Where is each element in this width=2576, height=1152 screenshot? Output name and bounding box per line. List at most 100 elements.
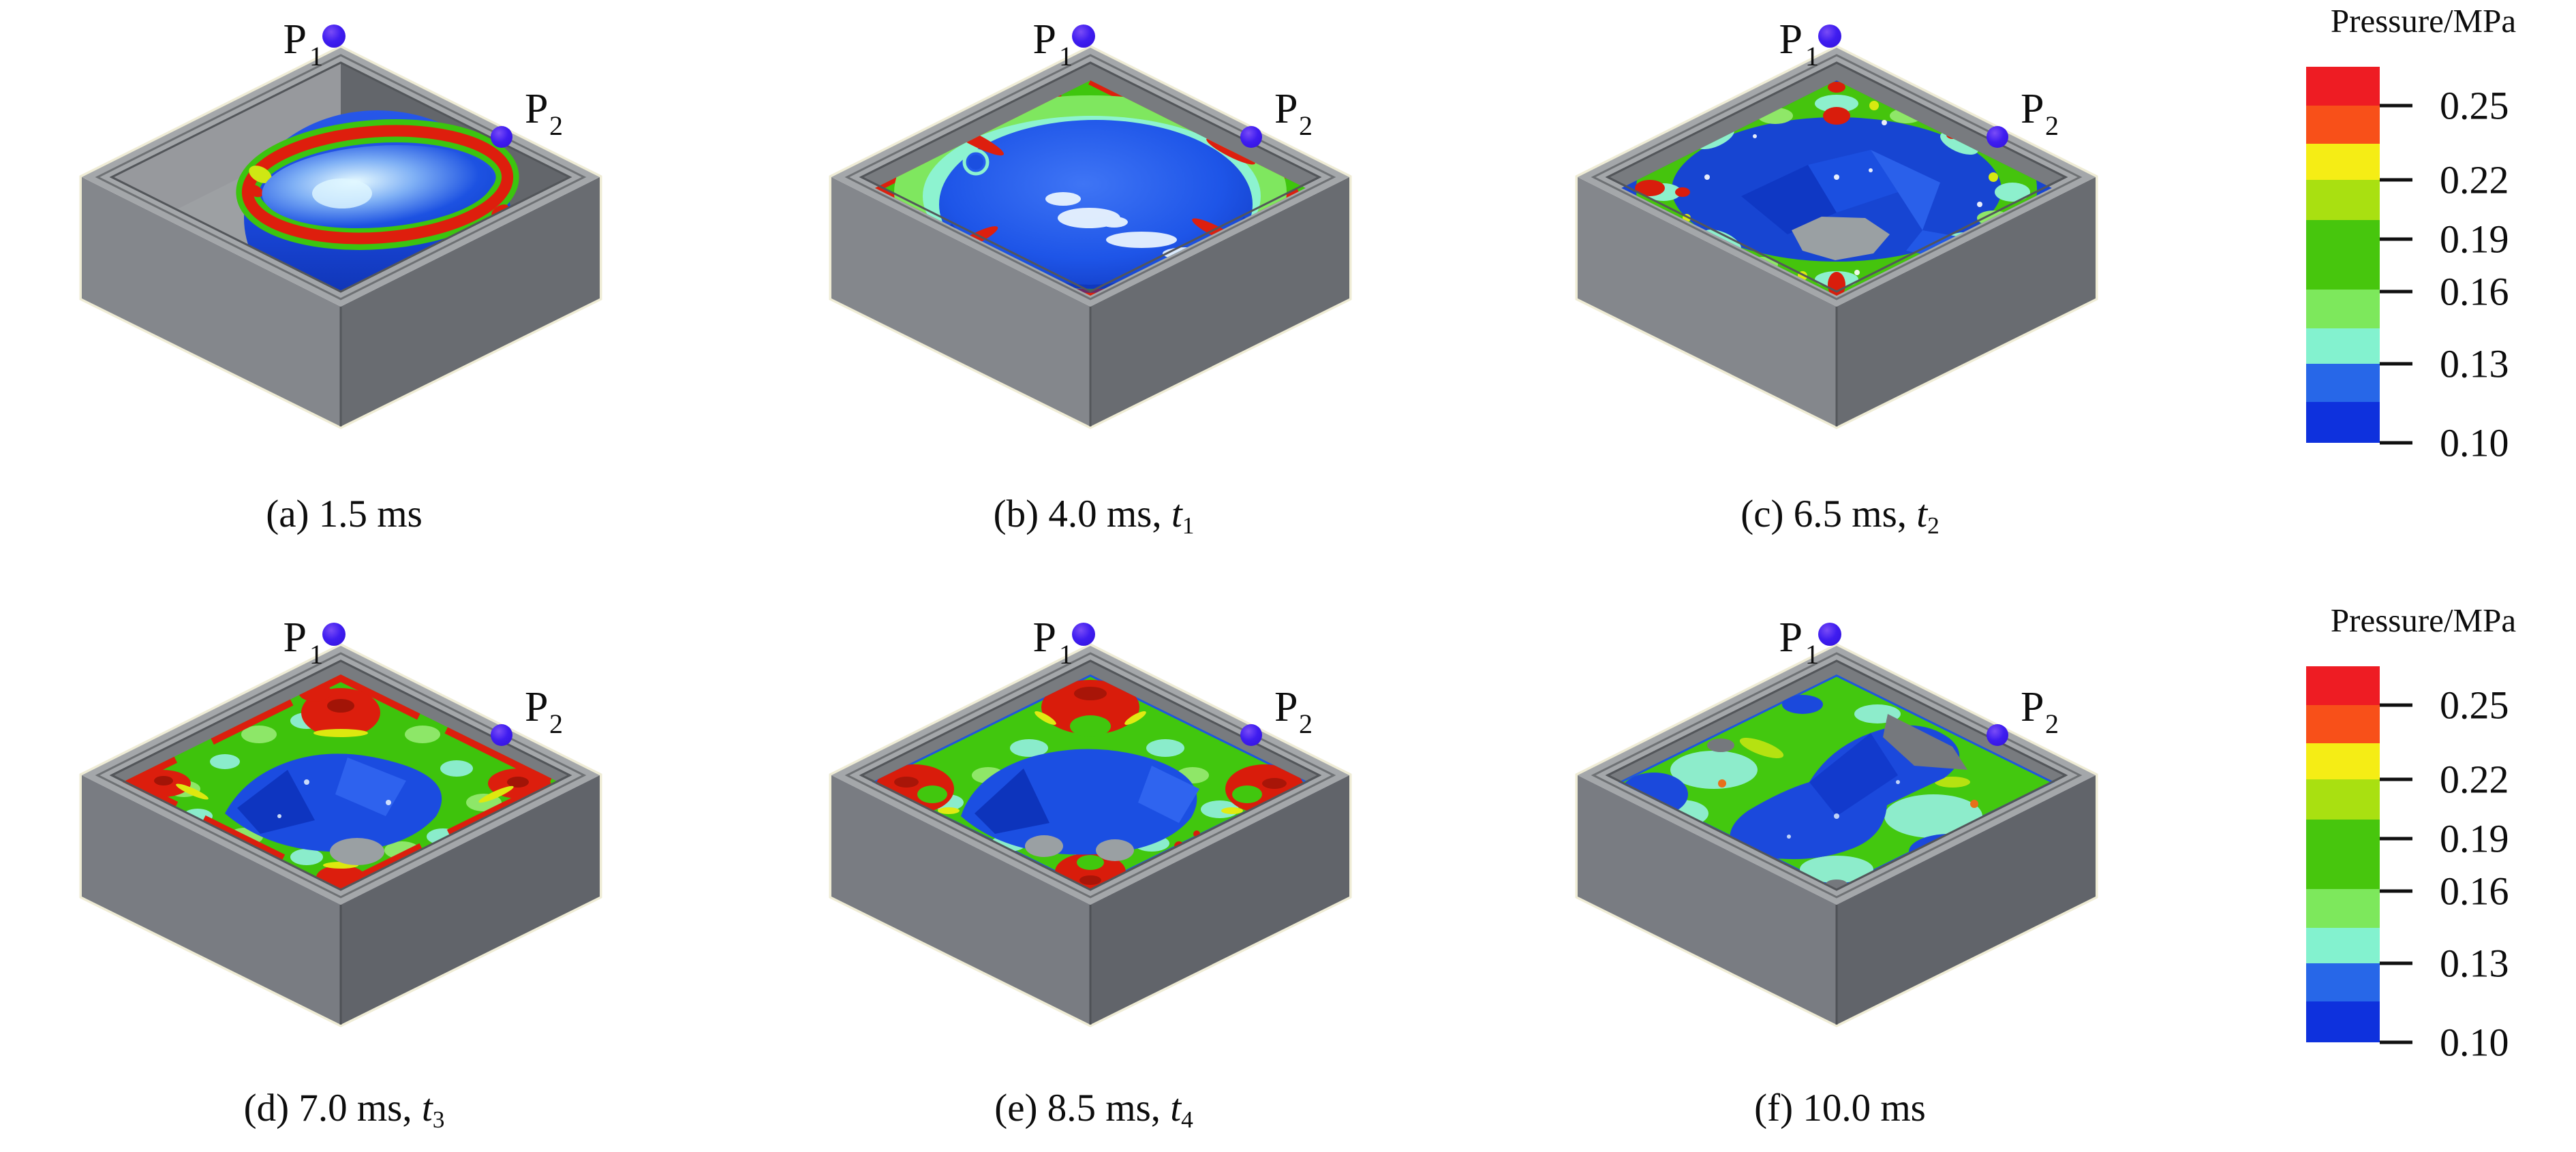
panel-f-visual: P 1 P 2 [1516, 614, 2164, 1089]
colorbar-tick-line [2380, 1040, 2412, 1044]
svg-text:P: P [525, 86, 548, 132]
panel-d: P 1 P 2 [20, 612, 668, 1089]
caption-d: (d) 7.0 ms, t3 [243, 1087, 445, 1133]
p2-label: P 2 [2021, 684, 2059, 739]
colorbar-tick-line [2380, 837, 2412, 841]
svg-text:2: 2 [549, 709, 563, 739]
svg-text:P: P [1274, 86, 1298, 132]
colorbar-tick-label: 0.22 [2440, 157, 2509, 202]
panel-a: P 1 P 2 [20, 14, 668, 491]
colorbar-tick: 0.10 [2380, 1020, 2509, 1065]
colorbar-block [2306, 220, 2380, 290]
svg-text:P: P [2021, 86, 2044, 132]
colorbar-block [2306, 180, 2380, 221]
colorbar-tick-label: 0.10 [2440, 1020, 2509, 1065]
colorbar-tick-line [2380, 178, 2412, 182]
colorbar-tick-label: 0.16 [2440, 269, 2509, 314]
p1-label: P 1 [283, 16, 323, 72]
svg-text:P: P [1033, 16, 1056, 63]
colorbar-tick-label: 0.19 [2440, 217, 2509, 262]
colorbar-tick: 0.22 [2380, 757, 2509, 803]
colorbar-tick-label: 0.13 [2440, 341, 2509, 386]
colorbar-tick-label: 0.13 [2440, 941, 2509, 986]
colorbar-block [2306, 67, 2380, 106]
colorbar-block [2306, 704, 2380, 744]
colorbar-tick-label: 0.10 [2440, 420, 2509, 465]
legend-top: Pressure/MPa 0.25 0.22 0.19 0.16 0.13 0.10 [2271, 0, 2576, 552]
p1-label: P 1 [1033, 16, 1073, 72]
panel-f: P 1 P 2 [1516, 612, 2164, 1089]
legend-title: Pressure/MPa [2330, 602, 2517, 639]
panel-c-visual: P 1 P 2 [1516, 16, 2164, 491]
colorbar-block [2306, 928, 2380, 964]
colorbar-tick: 0.25 [2380, 682, 2509, 728]
colorbar-tick-line [2380, 290, 2412, 294]
colorbar-block [2306, 328, 2380, 364]
colorbar-block [2306, 1001, 2380, 1042]
p1-label: P 1 [1779, 16, 1819, 72]
legend-title: Pressure/MPa [2330, 2, 2517, 40]
caption-f: (f) 10.0 ms [1754, 1087, 1926, 1130]
colorbar-tick: 0.25 [2380, 82, 2509, 128]
panel-c: P 1 P 2 [1516, 14, 2164, 491]
colorbar: 0.25 0.22 0.19 0.16 0.13 0.10 [2306, 666, 2509, 1065]
svg-text:1: 1 [1059, 41, 1073, 72]
svg-text:1: 1 [309, 639, 323, 670]
colorbar-tick-line [2380, 889, 2412, 893]
p2-label: P 2 [1274, 86, 1313, 141]
svg-text:1: 1 [1059, 639, 1073, 670]
colorbar-tick: 0.16 [2380, 869, 2509, 914]
colorbar-tick-line [2380, 362, 2412, 366]
colorbar-block [2306, 105, 2380, 144]
p1-label: P 1 [1033, 614, 1073, 670]
colorbar-tick-label: 0.22 [2440, 757, 2509, 802]
caption-e: (e) 8.5 ms, t4 [994, 1087, 1193, 1133]
colorbar-tick-line [2380, 703, 2412, 707]
colorbar-tick: 0.19 [2380, 216, 2509, 262]
colorbar-tick: 0.22 [2380, 157, 2509, 203]
colorbar-block [2306, 779, 2380, 820]
p1-label: P 1 [1779, 614, 1819, 670]
p2-label: P 2 [525, 684, 563, 739]
svg-text:P: P [2021, 684, 2044, 730]
svg-text:1: 1 [1805, 41, 1819, 72]
colorbar-block [2306, 963, 2380, 1001]
svg-text:1: 1 [309, 41, 323, 72]
colorbar-tick: 0.19 [2380, 815, 2509, 861]
svg-text:2: 2 [1299, 709, 1313, 739]
colorbar-tick-line [2380, 961, 2412, 965]
colorbar-tick-line [2380, 777, 2412, 781]
colorbar-tick-label: 0.25 [2440, 683, 2509, 728]
svg-text:P: P [525, 684, 548, 730]
panel-a-visual: P 1 P 2 [20, 16, 668, 491]
svg-text:2: 2 [2045, 110, 2059, 141]
legend-bottom: Pressure/MPa 0.25 0.22 0.19 0.16 0.13 0.10 [2271, 600, 2576, 1151]
colorbar-block [2306, 888, 2380, 929]
panel-b-visual: P 1 P 2 [770, 16, 1417, 491]
svg-text:2: 2 [1299, 110, 1313, 141]
colorbar-block [2306, 820, 2380, 889]
colorbar-block [2306, 401, 2380, 443]
caption-a: (a) 1.5 ms [266, 493, 423, 535]
svg-text:1: 1 [1805, 639, 1819, 670]
colorbar-tick-label: 0.19 [2440, 816, 2509, 861]
panel-e-visual: P 1 P 2 [770, 614, 1417, 1089]
colorbar-tick: 0.13 [2380, 341, 2509, 387]
svg-text:P: P [283, 614, 307, 661]
svg-text:P: P [1274, 684, 1298, 730]
colorbar-tick-line [2380, 104, 2412, 108]
colorbar-block [2306, 144, 2380, 181]
svg-text:P: P [283, 16, 307, 63]
panel-d-visual: P 1 P 2 [20, 614, 668, 1089]
panel-b: P 1 P 2 [770, 14, 1417, 491]
p2-label: P 2 [2021, 86, 2059, 141]
caption-b: (b) 4.0 ms, t1 [993, 493, 1195, 539]
colorbar-tick: 0.13 [2380, 941, 2509, 986]
colorbar-block [2306, 743, 2380, 780]
colorbar-tick-label: 0.25 [2440, 83, 2509, 128]
svg-text:P: P [1033, 614, 1056, 661]
p1-label: P 1 [283, 614, 323, 670]
colorbar-tick: 0.10 [2380, 420, 2509, 466]
colorbar-tick-line [2380, 441, 2412, 445]
colorbar-tick-label: 0.16 [2440, 869, 2509, 914]
